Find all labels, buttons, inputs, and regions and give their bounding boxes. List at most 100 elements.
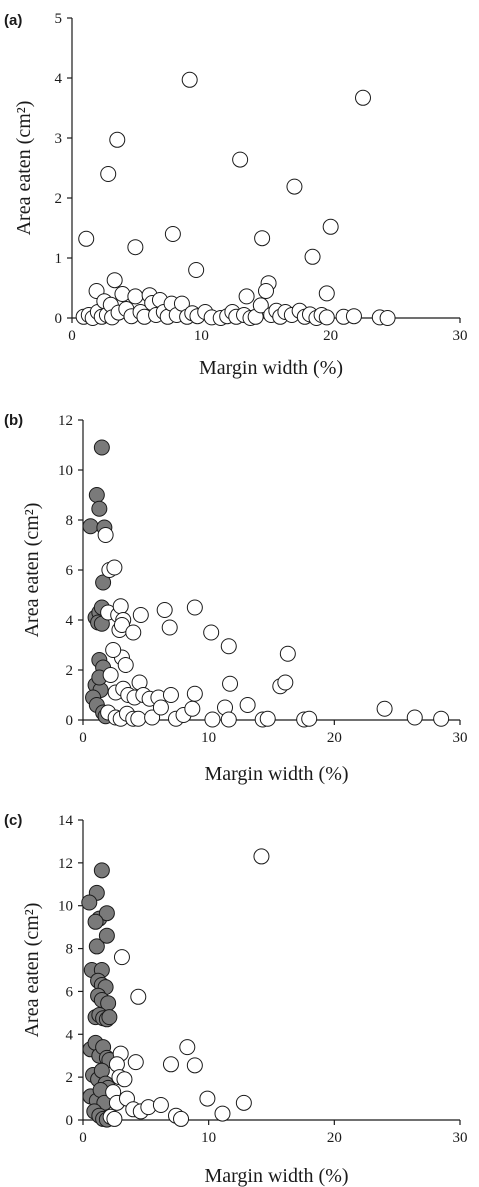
data-point-open: [125, 624, 142, 641]
panel-letter: (b): [4, 412, 23, 429]
y-tick-label: 6: [66, 984, 74, 1000]
data-point-open: [355, 89, 371, 106]
data-point-open: [259, 710, 276, 727]
data-point-open: [130, 988, 147, 1005]
data-point-open: [318, 309, 335, 326]
y-tick-label: 1: [55, 251, 63, 267]
y-tick-label: 4: [66, 613, 74, 629]
data-point-open: [106, 272, 123, 289]
data-point-filled: [98, 927, 115, 944]
y-tick-label: 8: [66, 942, 74, 958]
x-tick-label: 20: [323, 328, 338, 344]
data-point-open: [214, 1105, 231, 1122]
data-point-open: [186, 685, 203, 702]
y-tick-label: 8: [66, 513, 74, 529]
data-point-open: [112, 598, 129, 615]
data-point-filled: [87, 913, 104, 930]
data-point-open: [220, 638, 237, 655]
data-point-open: [286, 178, 303, 195]
x-axis-title: Margin width (%): [199, 357, 343, 379]
data-point-open: [318, 285, 335, 302]
data-point-open: [181, 71, 198, 88]
data-point-open: [186, 1057, 203, 1074]
x-tick-label: 30: [453, 1130, 468, 1146]
x-tick-label: 30: [453, 328, 468, 344]
y-tick-label: 0: [66, 1113, 74, 1129]
data-point-open: [220, 711, 237, 728]
data-point-open: [258, 283, 274, 299]
data-point-open: [301, 710, 318, 727]
data-point-open: [132, 607, 149, 623]
data-point-open: [406, 709, 423, 726]
x-tick-label: 0: [79, 1130, 87, 1146]
x-tick-label: 0: [79, 730, 87, 746]
data-point-open: [156, 602, 173, 618]
y-tick-label: 12: [58, 856, 73, 872]
data-point-open: [222, 675, 239, 692]
x-tick-label: 0: [68, 328, 76, 344]
x-tick-label: 10: [201, 1130, 216, 1146]
data-point-open: [239, 697, 256, 713]
y-tick-label: 12: [58, 413, 73, 429]
data-point-open: [113, 949, 130, 966]
data-point-open: [376, 700, 393, 717]
data-point-open: [199, 1090, 216, 1107]
data-point-open: [204, 711, 221, 728]
data-point-filled: [91, 500, 108, 517]
y-tick-label: 2: [55, 191, 63, 207]
y-tick-label: 10: [58, 463, 73, 479]
data-point-open: [130, 710, 147, 727]
x-axis-title: Margin width (%): [204, 763, 348, 785]
data-point-open: [116, 1071, 133, 1088]
data-point-open: [105, 642, 122, 658]
panel-letter: (c): [4, 812, 22, 829]
panel-letter: (a): [4, 12, 22, 29]
data-point-open: [164, 226, 181, 242]
scatter-panel-2: (c) 0 2 4 6 8 10 12 14 0 10 20 30 Margin width (%) Are…: [4, 812, 468, 1187]
scatter-panel-1: (b) 0 2 4 6 8 10 12 0 10 20 30 Margin width (%) Area …: [4, 412, 468, 785]
y-tick-label: 4: [55, 71, 63, 87]
data-point-open: [102, 667, 119, 683]
data-point-open: [78, 230, 95, 247]
data-point-open: [152, 1097, 169, 1113]
data-point-open: [152, 699, 169, 716]
data-point-open: [127, 239, 144, 256]
data-point-open: [106, 559, 123, 576]
data-point-open: [253, 848, 270, 865]
data-point-open: [188, 262, 205, 278]
data-point-open: [108, 1056, 125, 1073]
y-tick-label: 0: [55, 311, 63, 327]
data-point-open: [127, 288, 144, 305]
x-tick-label: 10: [194, 328, 209, 344]
data-point-open: [433, 710, 450, 727]
x-tick-label: 20: [327, 730, 342, 746]
data-point-open: [345, 308, 362, 325]
data-point-open: [106, 1110, 123, 1127]
y-tick-label: 10: [58, 899, 73, 915]
data-point-open: [279, 645, 296, 662]
y-tick-label: 6: [66, 563, 74, 579]
data-point-filled: [82, 518, 99, 535]
data-point-open: [238, 288, 255, 305]
data-point-open: [162, 687, 179, 703]
data-point-open: [277, 674, 294, 691]
data-point-open: [161, 619, 178, 636]
data-point-filled: [101, 1009, 118, 1026]
x-axis-title: Margin width (%): [204, 1165, 348, 1187]
data-point-open: [173, 1110, 190, 1127]
x-tick-label: 10: [201, 730, 216, 746]
data-point-open: [203, 624, 220, 641]
data-point-open: [252, 297, 269, 314]
y-tick-label: 2: [66, 663, 74, 679]
data-point-open: [144, 709, 161, 726]
data-point-open: [254, 230, 271, 247]
scatter-panel-0: (a) 0 1 2 3 4 5 0 10 20 30 Margin width (%) Area eat…: [4, 11, 468, 379]
data-point-open: [113, 617, 130, 633]
data-point-filled: [88, 487, 105, 503]
y-tick-label: 14: [58, 813, 74, 829]
data-point-open: [322, 218, 339, 235]
data-point-open: [114, 286, 131, 302]
data-point-filled: [93, 439, 110, 456]
y-axis-title: Area eaten (cm²): [21, 503, 43, 638]
